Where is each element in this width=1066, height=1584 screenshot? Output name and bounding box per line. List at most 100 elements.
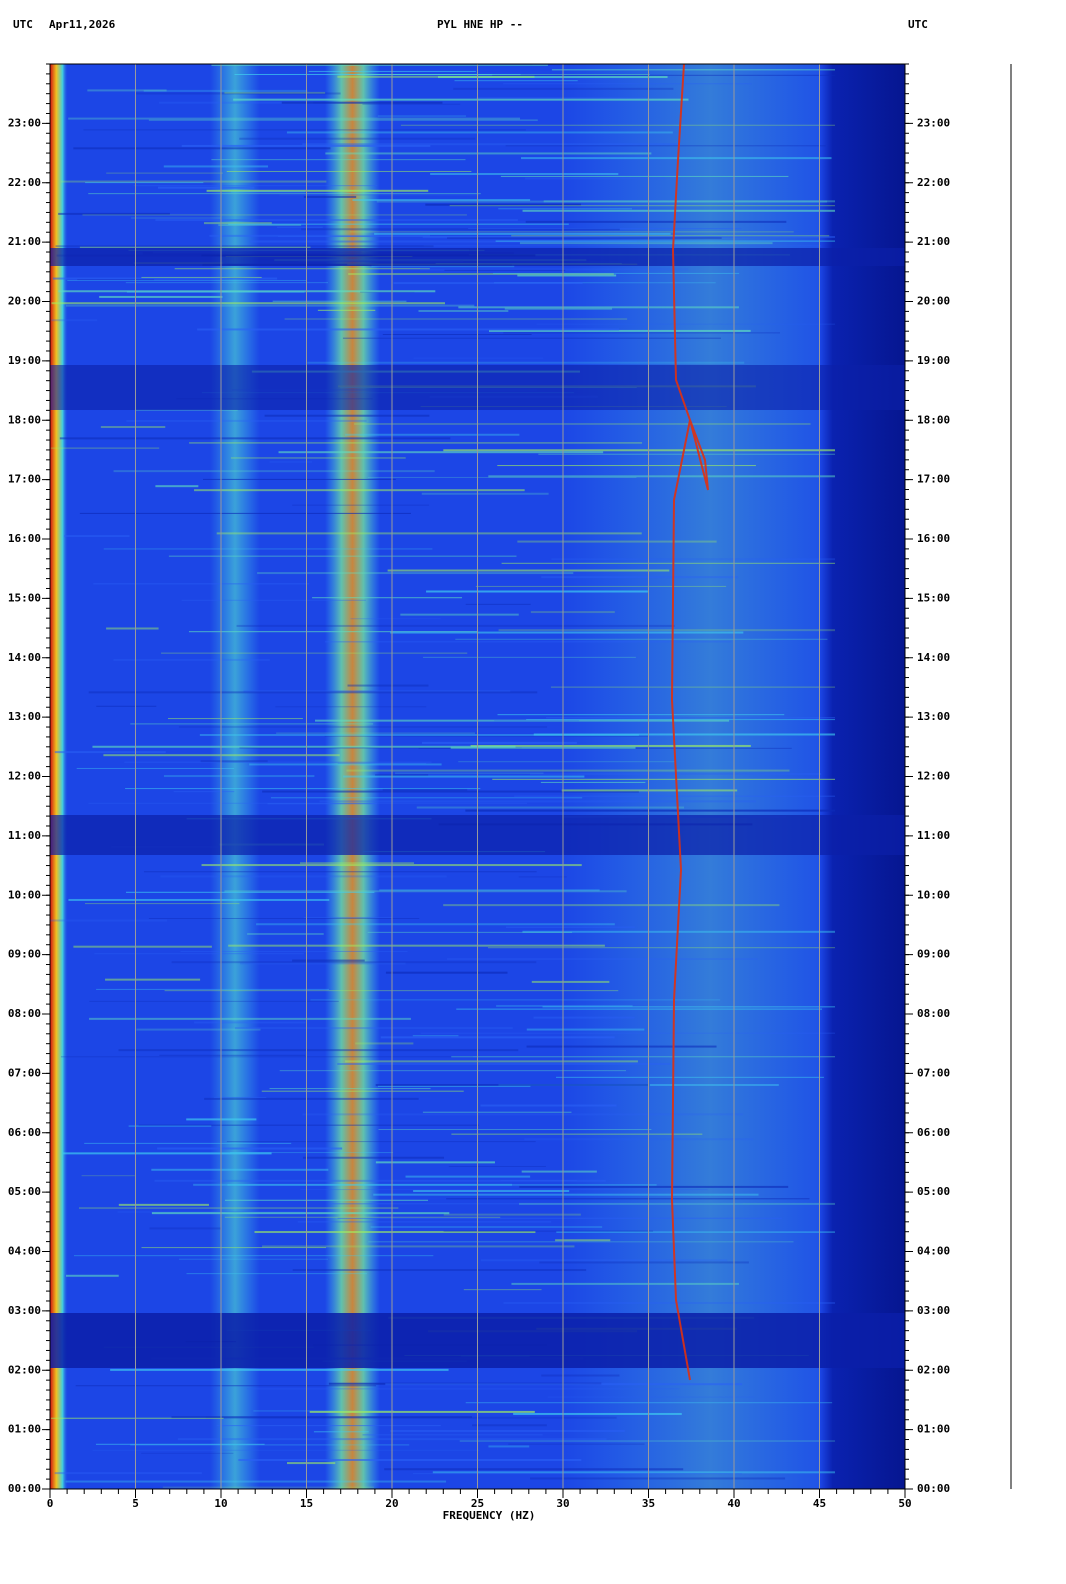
spectrogram-streak: [455, 638, 828, 640]
spectrogram-streak: [204, 1097, 419, 1100]
spectrogram-streak: [82, 214, 467, 216]
spectrogram-streak: [465, 603, 531, 605]
y-tick-label: 14:00: [917, 651, 950, 664]
spectrogram-band: [50, 64, 68, 1489]
spectrogram-streak: [276, 226, 323, 228]
spectrogram-streak: [503, 83, 752, 85]
spectrogram-streak: [163, 165, 269, 168]
spectrogram-streak: [168, 555, 517, 557]
spectrogram-streak: [517, 540, 717, 543]
spectrogram-streak: [59, 437, 451, 440]
spectrogram-streak: [206, 189, 429, 192]
spectrogram-streak: [522, 930, 835, 933]
spectrogram-streak: [230, 191, 306, 193]
spectrogram-streak: [194, 1021, 306, 1024]
spectrogram-streak: [84, 1142, 292, 1144]
spectrogram-streak: [376, 200, 828, 203]
y-tick-label: 21:00: [8, 235, 41, 248]
spectrogram-streak: [413, 357, 544, 359]
spectrogram-streak: [504, 307, 613, 310]
spectrogram-streak: [536, 323, 835, 325]
spectrogram-streak: [292, 959, 365, 962]
spectrogram-streak: [188, 631, 478, 633]
spectrogram-streak: [141, 276, 262, 278]
spectrogram-streak: [60, 180, 327, 183]
spectrogram-streak: [459, 1440, 835, 1442]
spectrogram-streak: [382, 788, 468, 791]
spectrogram-streak: [470, 744, 751, 747]
spectrogram-streak: [315, 719, 730, 722]
y-tick-label: 03:00: [8, 1304, 41, 1317]
spectrogram-streak: [87, 89, 167, 92]
spectrogram-streak: [426, 590, 648, 593]
spectrogram-streak: [451, 1056, 835, 1058]
spectrogram-streak: [337, 75, 535, 78]
spectrogram-streak: [281, 101, 443, 104]
x-tick-label: 50: [898, 1497, 911, 1510]
spectrogram-streak: [480, 1259, 728, 1262]
y-tick-label: 19:00: [917, 354, 950, 367]
spectrogram-streak: [301, 228, 620, 231]
spectrogram-streak: [227, 1184, 657, 1186]
spectrogram-streak: [343, 775, 585, 778]
y-tick-label: 08:00: [917, 1007, 950, 1020]
spectrogram-streak: [277, 236, 720, 238]
spectrogram-streak: [269, 461, 313, 463]
spectrogram-streak: [500, 175, 789, 177]
spectrogram-streak: [65, 1480, 447, 1483]
y-tick-label: 09:00: [917, 948, 950, 961]
spectrogram-streak: [524, 1138, 754, 1141]
spectrogram-streak: [303, 195, 357, 198]
spectrogram-streak: [103, 548, 433, 550]
spectrogram-streak: [423, 245, 822, 247]
spectrogram-streak: [472, 1424, 547, 1427]
spectrogram-streak: [420, 1032, 835, 1034]
spectrogram-streak: [181, 599, 366, 601]
spectrogram-streak: [77, 279, 155, 281]
spectrogram-streak: [546, 717, 835, 719]
spectrogram-streak: [51, 302, 445, 305]
spectrogram-streak: [313, 1431, 369, 1433]
y-tick-label: 14:00: [8, 651, 41, 664]
spectrogram-streak: [379, 889, 600, 892]
spectrogram-streak: [160, 875, 447, 878]
spectrogram-streak: [65, 1274, 119, 1277]
y-tick-label: 15:00: [8, 591, 41, 604]
spectrogram-streak: [449, 205, 835, 207]
spectrogram-streak: [302, 1113, 744, 1116]
spectrogram-streak: [286, 131, 673, 134]
x-tick-label: 0: [47, 1497, 54, 1510]
spectrogram-streak: [390, 631, 744, 634]
spectrogram-streak: [225, 1199, 429, 1201]
spectrogram-streak: [96, 988, 329, 990]
spectrogram-streak: [503, 1302, 835, 1304]
spectrogram-streak: [550, 686, 835, 688]
spectrogram-streak: [380, 1036, 615, 1039]
spectrogram-streak: [387, 569, 670, 572]
spectrogram-streak: [224, 91, 326, 94]
spectrogram-streak: [324, 735, 649, 737]
spectrogram-streak: [81, 1175, 135, 1177]
y-tick-label: 12:00: [8, 770, 41, 783]
spectrogram-streak: [105, 978, 201, 981]
spectrogram-streak: [261, 1090, 464, 1092]
spectrogram-streak: [93, 583, 310, 585]
spectrogram-streak: [126, 891, 375, 893]
spectrogram-streak: [286, 1462, 336, 1465]
y-tick-label: 22:00: [8, 176, 41, 189]
spectrogram-streak: [88, 691, 538, 694]
spectrogram-streak: [444, 269, 566, 271]
spectrogram-streak: [517, 274, 617, 277]
spectrogram-streak: [278, 451, 604, 454]
spectrogram-streak: [171, 1416, 472, 1419]
y-tick-label: 18:00: [8, 413, 41, 426]
spectrogram-streak: [52, 277, 278, 280]
spectrogram-streak: [199, 733, 639, 736]
spectrogram-streak: [498, 629, 835, 632]
spectrogram-streak: [148, 119, 538, 121]
spectrogram-streak: [400, 124, 835, 126]
spectrogram-streak: [390, 1429, 625, 1432]
spectrogram-streak: [162, 1486, 374, 1488]
spectrogram-streak: [216, 532, 642, 535]
spectrogram-streak: [216, 1425, 441, 1427]
